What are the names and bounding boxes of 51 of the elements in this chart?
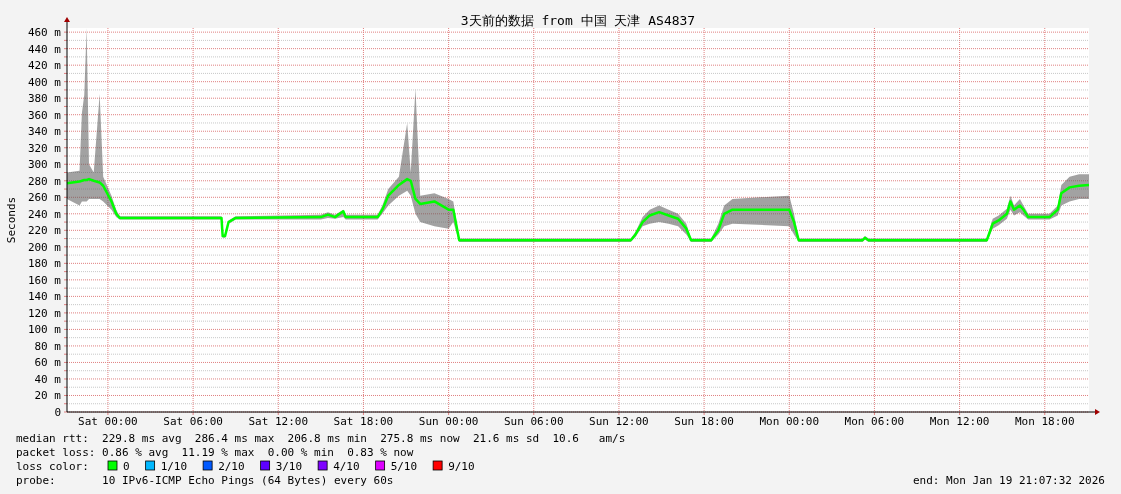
y-tick-label: 160 m [27, 273, 62, 287]
x-tick-label: Sat 06:00 [163, 415, 223, 428]
x-tick-label: Mon 06:00 [844, 415, 905, 428]
y-tick-label: 320 m [27, 141, 62, 155]
y-tick-label: 260 m [27, 191, 62, 205]
legend-label: 9/10 [448, 460, 475, 473]
y-tick-label: 0 [54, 406, 61, 419]
chart-title: 3天前的数据 from 中国 天津 AS4837 [460, 13, 696, 28]
y-axis-title: Seconds [5, 196, 18, 244]
y-tick-label: 340 m [27, 125, 62, 139]
y-tick-label: 180 m [27, 257, 62, 271]
x-tick-label: Sun 18:00 [674, 415, 734, 428]
y-tick-label: 280 m [27, 174, 62, 188]
x-tick-label: Mon 12:00 [929, 415, 990, 428]
y-tick-label: 460 m [27, 26, 62, 40]
y-tick-label: 120 m [27, 306, 62, 320]
y-tick-label: 240 m [27, 207, 62, 221]
y-tick-label: 220 m [27, 224, 62, 238]
y-tick-label: 60 m [34, 356, 62, 370]
text: probe: 10 IPv6-ICMP Echo Pings (64 Bytes) every 60s [16, 474, 394, 487]
line-series [65, 177, 1091, 242]
y-tick-label: 300 m [27, 158, 62, 172]
y-tick-label: 380 m [27, 92, 62, 106]
x-tick-label: Mon 18:00 [1014, 415, 1075, 428]
x-tick-label: Mon 00:00 [759, 415, 820, 428]
y-tick-label: 40 m [34, 372, 62, 386]
legend-label: 4/10 [333, 460, 360, 473]
legend-label: 3/10 [275, 460, 303, 473]
y-tick-label: 440 m [27, 42, 62, 56]
y-tick-label: 200 m [27, 240, 62, 254]
y-tick-label: 140 m [27, 290, 62, 304]
y-tick-label: 100 m [27, 323, 62, 337]
y-tick-label: 360 m [27, 108, 62, 122]
text: median rtt: 229.8 ms avg 286.4 ms max 206.8 ms min 275.8 ms now 21.6 ms sd 10.6 am/s [16, 432, 626, 445]
y-tick-label: 400 m [27, 75, 62, 89]
legend-label: 0 [123, 460, 130, 473]
legend-label: 2/10 [218, 460, 245, 473]
legend-label: 5/10 [390, 460, 418, 473]
y-tick-label: 80 m [34, 339, 62, 353]
legend-title: loss color: [16, 460, 89, 473]
y-tick-label: 20 m [34, 389, 62, 403]
x-tick-label: Sat 18:00 [333, 415, 394, 428]
x-tick-label: Sun 12:00 [589, 415, 649, 428]
x-tick-label: Sun 00:00 [418, 415, 479, 428]
x-tick-label: Sat 00:00 [78, 415, 138, 428]
x-tick-label: Sun 06:00 [503, 415, 564, 428]
legend-label: 1/10 [160, 460, 188, 473]
text: packet loss: 0.86 % avg 11.19 % max 0.00 % min 0.83 % now [16, 446, 414, 459]
text: end: Mon Jan 19 21:07:32 2026 [912, 474, 1105, 487]
y-tick-label: 420 m [27, 59, 62, 73]
x-tick-label: Sat 12:00 [248, 415, 309, 428]
